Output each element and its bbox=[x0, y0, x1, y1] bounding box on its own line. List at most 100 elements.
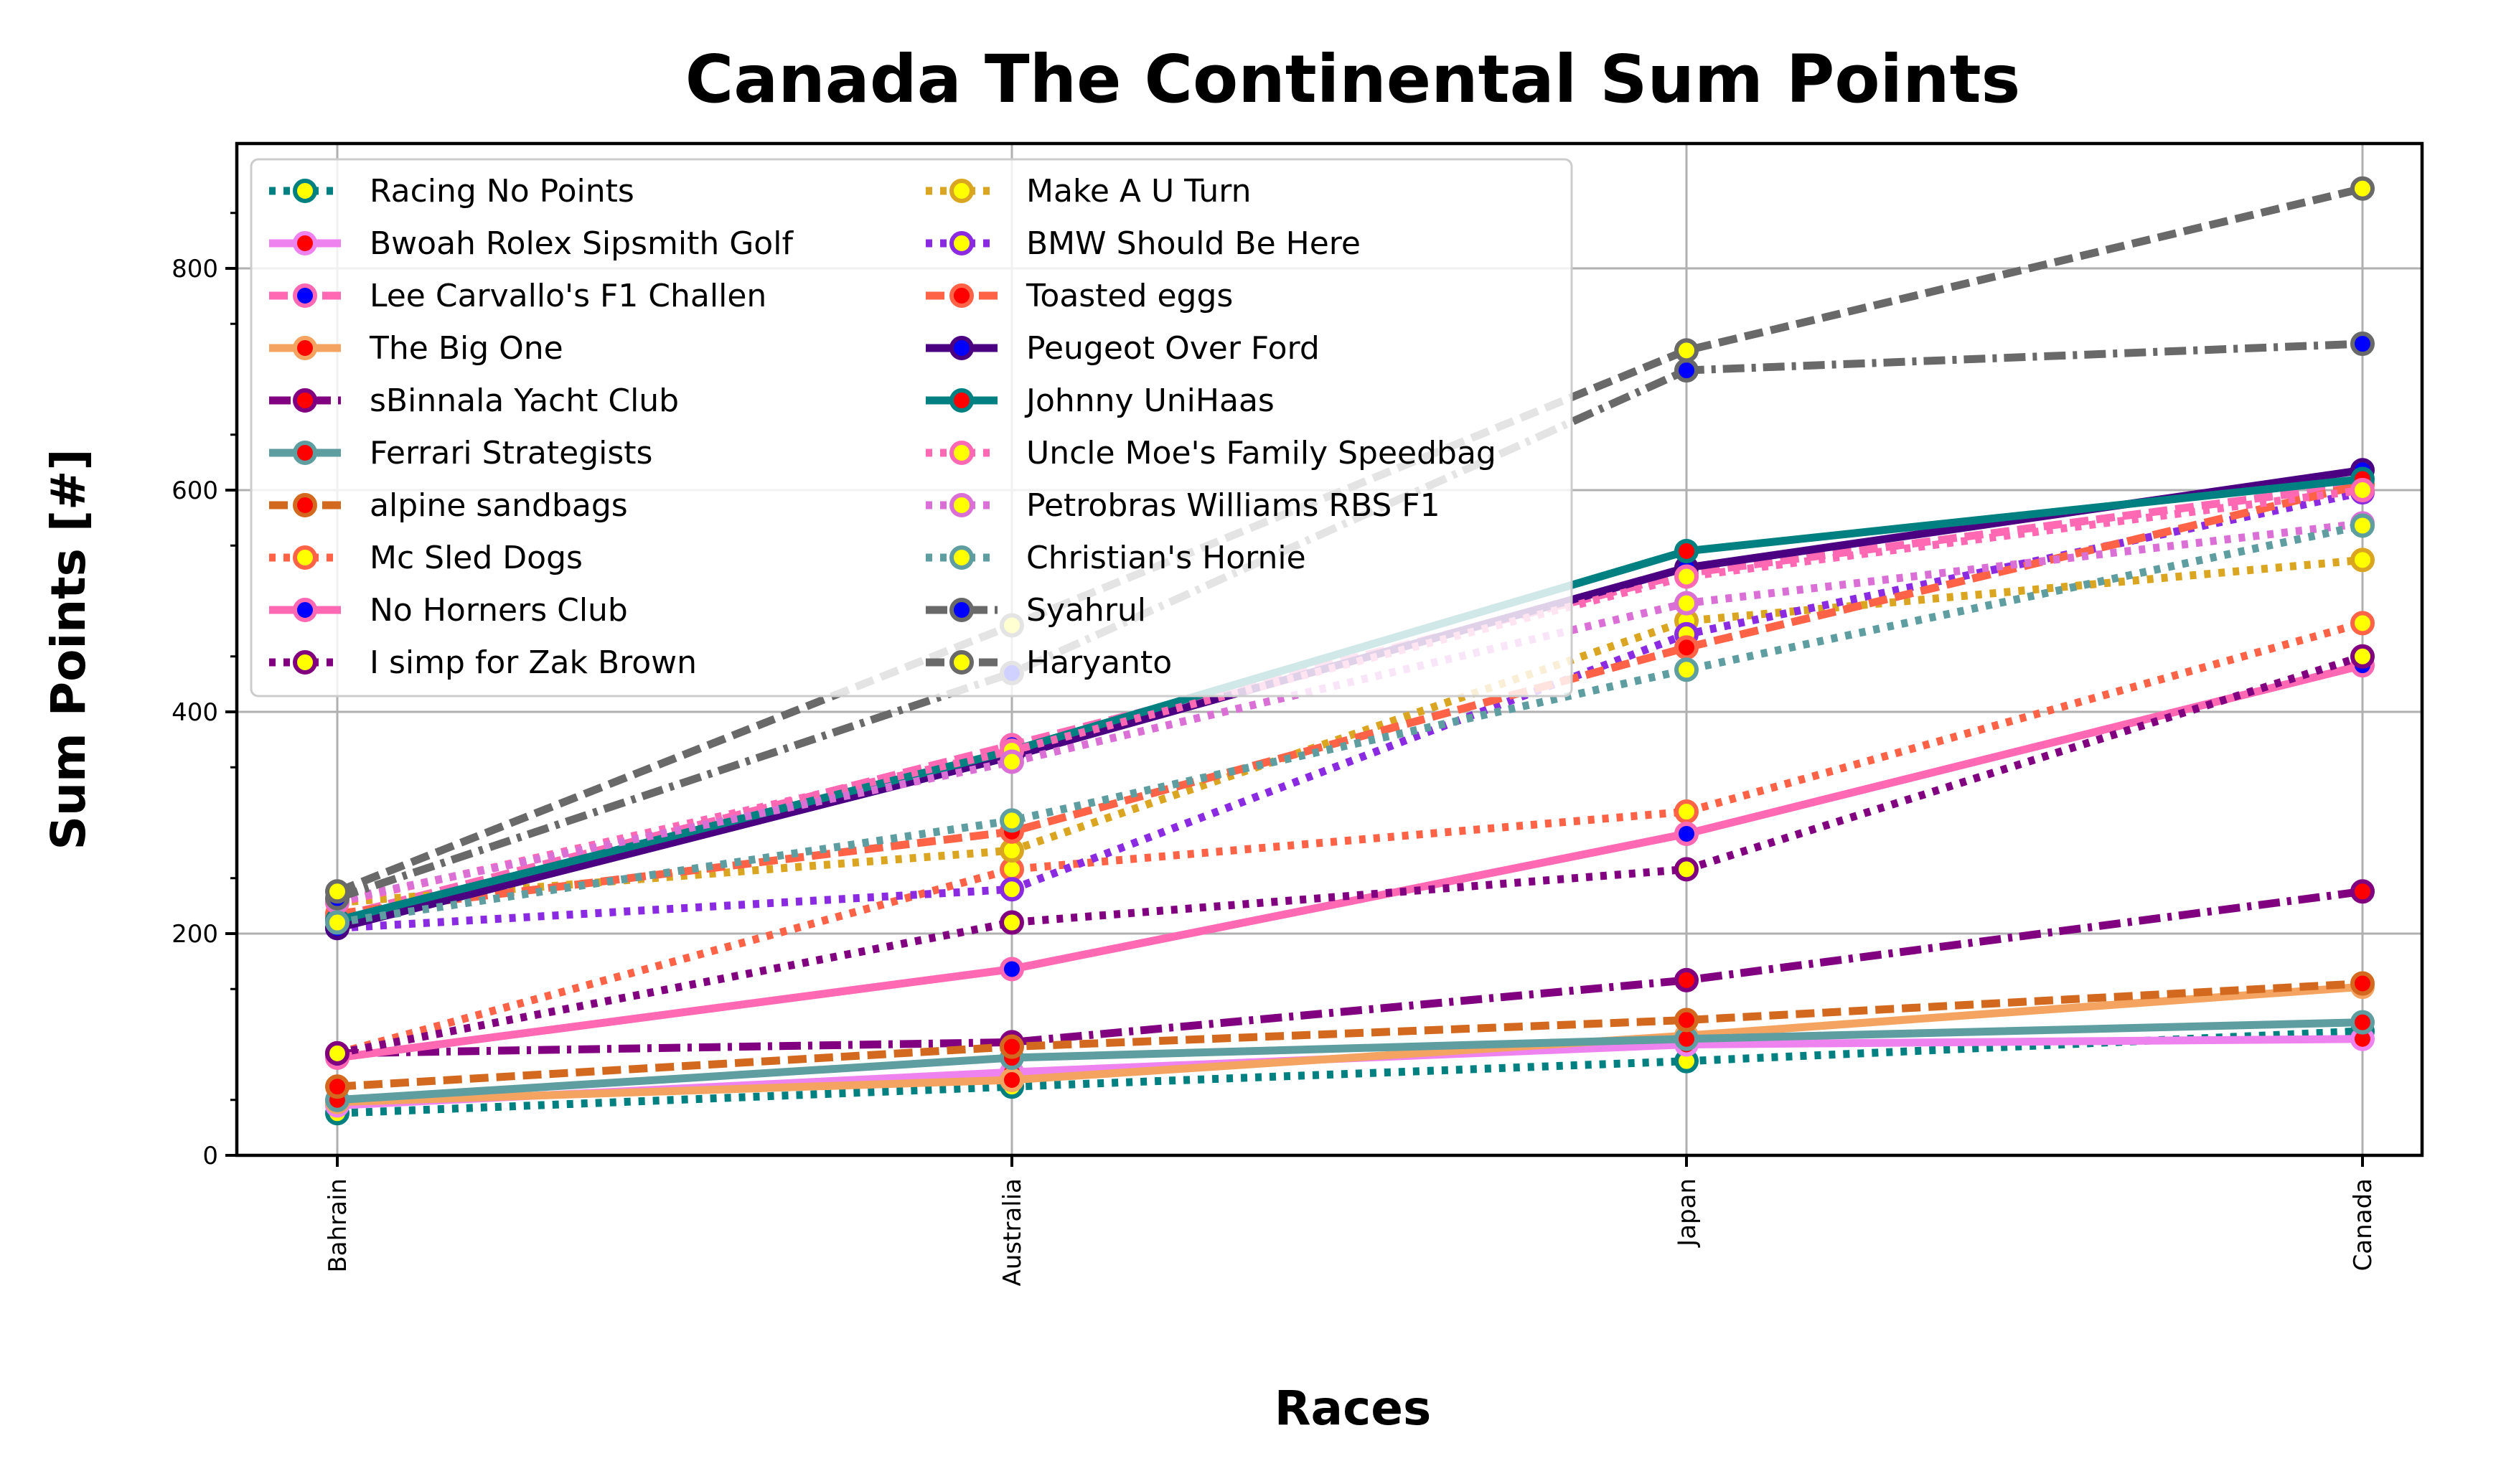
series-line bbox=[336, 652, 2364, 1058]
legend-label: Make A U Turn bbox=[1026, 173, 1251, 210]
data-point bbox=[2350, 611, 2375, 636]
data-point bbox=[1000, 1034, 1024, 1059]
series-line bbox=[336, 619, 2364, 1058]
legend-swatch-marker bbox=[949, 231, 974, 255]
data-point bbox=[1674, 821, 1699, 846]
y-tick-label: 600 bbox=[172, 476, 218, 505]
legend-item: BMW Should Be Here bbox=[926, 225, 1361, 262]
legend-item: Uncle Moe's Family Speedbag bbox=[926, 435, 1496, 471]
legend-swatch-marker bbox=[293, 283, 317, 308]
data-point bbox=[1000, 1067, 1024, 1092]
legend-item: I simp for Zak Brown bbox=[269, 644, 697, 681]
legend-swatch-marker bbox=[293, 388, 317, 413]
data-point bbox=[1000, 749, 1024, 774]
data-point bbox=[325, 879, 349, 904]
legend-label: No Horners Club bbox=[370, 592, 628, 629]
data-point bbox=[325, 1074, 349, 1099]
series-line bbox=[337, 982, 2363, 1107]
data-point bbox=[2350, 971, 2375, 996]
legend-item: Toasted eggs bbox=[926, 278, 1233, 314]
series-17 bbox=[325, 513, 2375, 935]
data-point bbox=[2350, 332, 2375, 357]
data-point bbox=[325, 910, 349, 935]
legend-item: Racing No Points bbox=[269, 173, 634, 210]
y-tick-label: 200 bbox=[172, 920, 218, 949]
legend-label: BMW Should Be Here bbox=[1026, 225, 1361, 262]
data-point bbox=[1674, 967, 1699, 992]
legend-label: Johnny UniHaas bbox=[1024, 382, 1275, 419]
series-line bbox=[337, 887, 2363, 1058]
y-tick-label: 0 bbox=[202, 1142, 218, 1170]
legend-swatch-marker bbox=[293, 650, 317, 675]
data-point bbox=[2350, 879, 2375, 904]
legend-swatch-marker bbox=[949, 388, 974, 413]
legend-label: alpine sandbags bbox=[370, 487, 628, 524]
legend-item: No Horners Club bbox=[269, 592, 628, 629]
legend-label: Uncle Moe's Family Speedbag bbox=[1026, 435, 1496, 471]
x-tick-label: Bahrain bbox=[324, 1178, 352, 1273]
legend-item: Lee Carvallo's F1 Challen bbox=[269, 278, 766, 314]
series-line bbox=[336, 339, 2363, 902]
data-point bbox=[2350, 548, 2375, 573]
series-line bbox=[337, 661, 2364, 1062]
legend-label: Bwoah Rolex Sipsmith Golf bbox=[370, 225, 794, 262]
legend-swatch-marker bbox=[293, 598, 317, 622]
legend-label: Toasted eggs bbox=[1026, 278, 1233, 314]
y-tick-label: 400 bbox=[172, 698, 218, 727]
data-point bbox=[1674, 338, 1699, 363]
legend-swatch-marker bbox=[949, 598, 974, 622]
legend-label: Lee Carvallo's F1 Challen bbox=[370, 278, 766, 314]
data-point bbox=[1000, 910, 1024, 935]
legend-item: Petrobras Williams RBS F1 bbox=[926, 487, 1440, 524]
legend-item: Christian's Hornie bbox=[926, 540, 1306, 576]
legend-item: alpine sandbags bbox=[269, 487, 628, 524]
legend-item: Johnny UniHaas bbox=[926, 382, 1275, 419]
legend-label: Petrobras Williams RBS F1 bbox=[1026, 487, 1440, 524]
legend-swatch-marker bbox=[949, 336, 974, 360]
x-tick-label: Japan bbox=[1673, 1178, 1702, 1248]
series-line bbox=[337, 980, 2363, 1091]
data-point bbox=[1674, 538, 1699, 563]
data-point bbox=[2350, 644, 2375, 669]
legend-label: I simp for Zak Brown bbox=[370, 644, 697, 681]
data-point bbox=[1674, 1008, 1699, 1033]
series-9 bbox=[325, 644, 2375, 1066]
legend-item: Make A U Turn bbox=[926, 173, 1251, 210]
x-tick-label: Canada bbox=[2349, 1178, 2378, 1271]
data-point bbox=[1000, 877, 1024, 902]
legend-swatch-marker bbox=[293, 231, 317, 255]
legend-swatch-marker bbox=[293, 545, 317, 570]
legend-swatch-marker bbox=[949, 283, 974, 308]
data-point bbox=[1674, 857, 1699, 882]
data-point bbox=[2350, 1010, 2375, 1035]
legend-item: Mc Sled Dogs bbox=[269, 540, 583, 576]
series-line bbox=[337, 555, 2363, 907]
legend-swatch-marker bbox=[949, 441, 974, 465]
data-point bbox=[1674, 564, 1699, 589]
series-line bbox=[337, 480, 2364, 918]
legend-item: Peugeot Over Ford bbox=[926, 330, 1320, 367]
data-point bbox=[1000, 957, 1024, 982]
legend-label: The Big One bbox=[369, 330, 563, 367]
x-tick-label: Australia bbox=[998, 1178, 1027, 1286]
legend-item: sBinnala Yacht Club bbox=[269, 382, 679, 419]
data-point bbox=[2350, 478, 2375, 502]
legend-box bbox=[250, 158, 1573, 698]
y-axis-label: Sum Points [#] bbox=[41, 449, 96, 850]
data-point bbox=[325, 1041, 349, 1066]
legend-label: sBinnala Yacht Club bbox=[370, 382, 679, 419]
data-point bbox=[1674, 591, 1699, 616]
legend-swatch-marker bbox=[949, 650, 974, 675]
data-point bbox=[1000, 808, 1024, 833]
data-point bbox=[1674, 657, 1699, 682]
legend-swatch-marker bbox=[949, 493, 974, 517]
legend-swatch-marker bbox=[949, 545, 974, 570]
legend-swatch-marker bbox=[293, 493, 317, 517]
data-point bbox=[2350, 176, 2375, 201]
legend-label: Haryanto bbox=[1026, 644, 1172, 681]
y-tick-label: 800 bbox=[172, 255, 218, 283]
legend-label: Mc Sled Dogs bbox=[370, 540, 583, 576]
legend-label: Racing No Points bbox=[370, 173, 634, 210]
